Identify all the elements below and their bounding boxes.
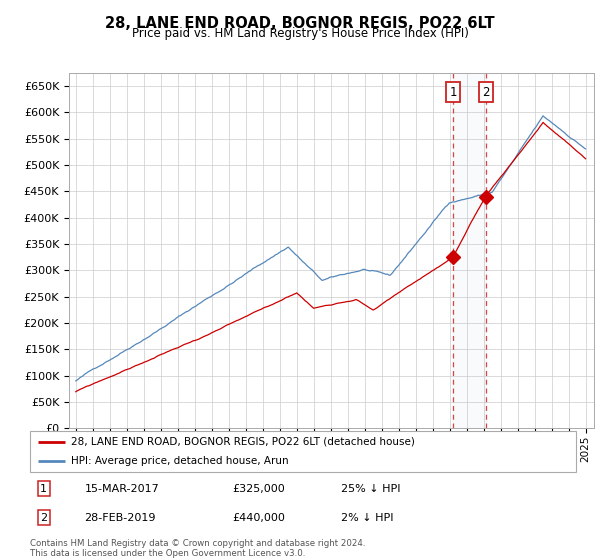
Text: £440,000: £440,000: [232, 513, 285, 523]
Text: Contains HM Land Registry data © Crown copyright and database right 2024.
This d: Contains HM Land Registry data © Crown c…: [30, 539, 365, 558]
Text: £325,000: £325,000: [232, 484, 285, 494]
Text: 1: 1: [40, 484, 47, 494]
Text: Price paid vs. HM Land Registry's House Price Index (HPI): Price paid vs. HM Land Registry's House …: [131, 27, 469, 40]
Text: HPI: Average price, detached house, Arun: HPI: Average price, detached house, Arun: [71, 456, 289, 466]
Text: 2: 2: [40, 513, 47, 523]
Text: 28, LANE END ROAD, BOGNOR REGIS, PO22 6LT (detached house): 28, LANE END ROAD, BOGNOR REGIS, PO22 6L…: [71, 437, 415, 447]
Text: 15-MAR-2017: 15-MAR-2017: [85, 484, 160, 494]
Text: 28-FEB-2019: 28-FEB-2019: [85, 513, 156, 523]
Text: 28, LANE END ROAD, BOGNOR REGIS, PO22 6LT: 28, LANE END ROAD, BOGNOR REGIS, PO22 6L…: [105, 16, 495, 31]
Text: 25% ↓ HPI: 25% ↓ HPI: [341, 484, 401, 494]
Text: 1: 1: [449, 86, 457, 99]
Text: 2: 2: [482, 86, 490, 99]
Bar: [453, 73, 486, 428]
Text: 2% ↓ HPI: 2% ↓ HPI: [341, 513, 394, 523]
